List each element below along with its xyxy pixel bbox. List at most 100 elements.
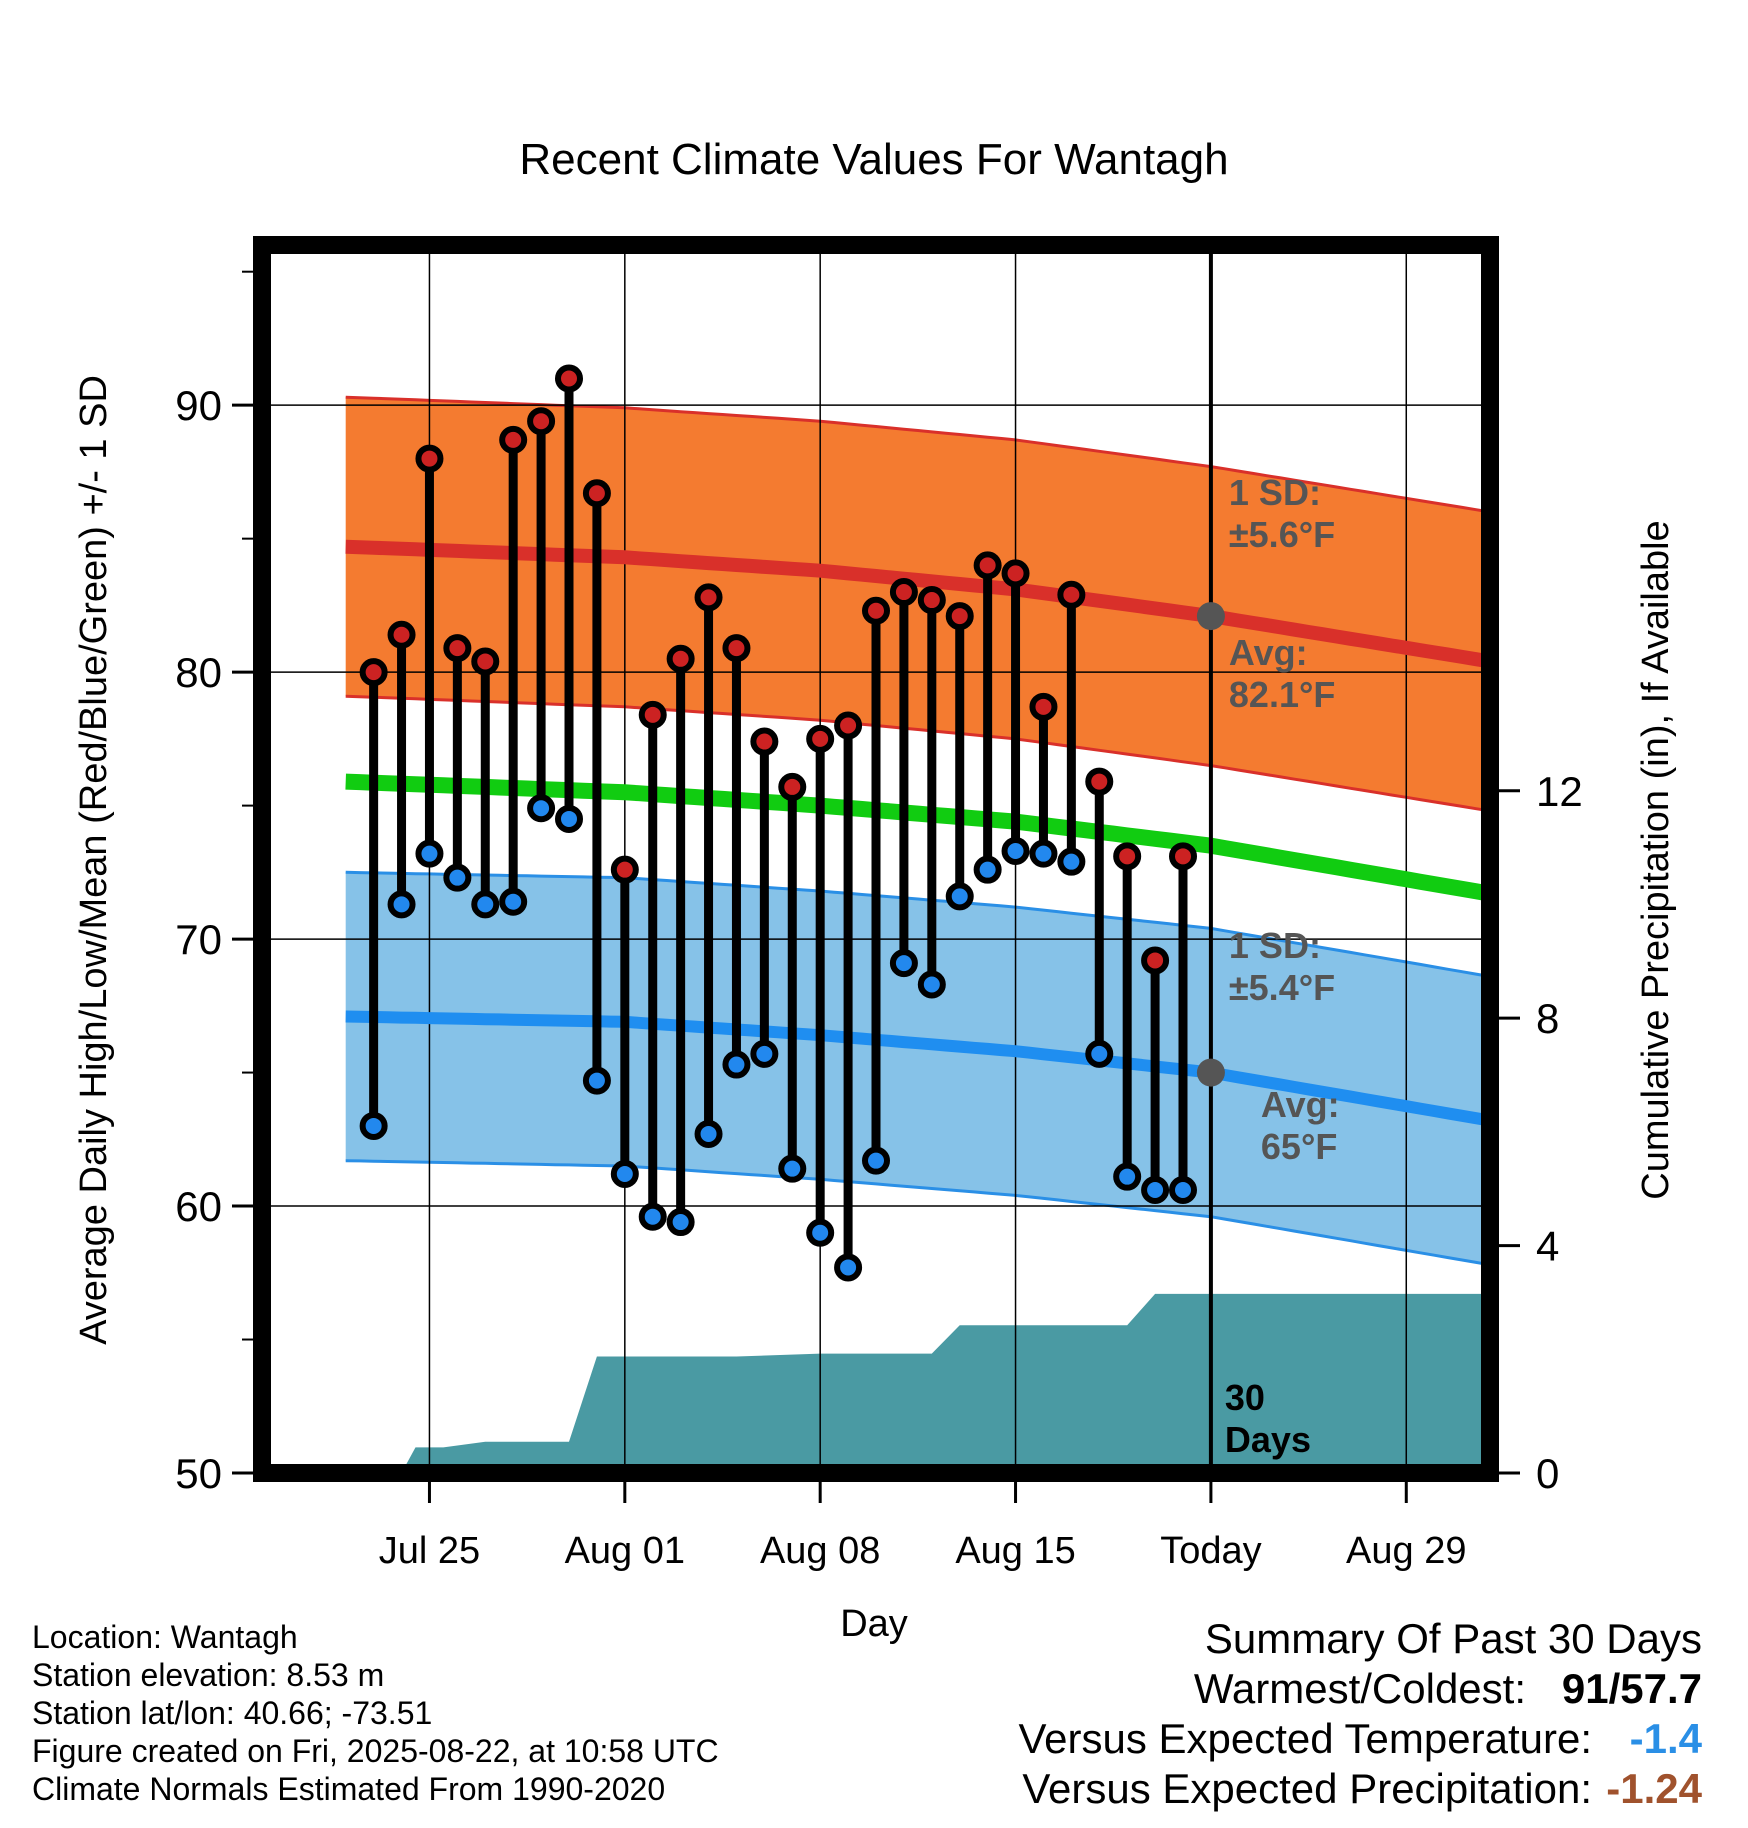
y-axis-right-label: Cumulative Precipitation (in), If Availa…: [1635, 520, 1677, 1199]
y-axis-left-label: Average Daily High/Low/Mean (Red/Blue/Gr…: [73, 375, 115, 1345]
high-point: [527, 407, 556, 436]
y-tick-right-4: 4: [1536, 1223, 1559, 1270]
summary-precip-row: Versus Expected Precipitation: -1.24: [900, 1764, 1702, 1814]
high-sd-band-fill: [345, 397, 1491, 811]
summary-panel: Summary Of Past 30 Days Warmest/Coldest:…: [900, 1614, 1702, 1814]
high-point: [638, 700, 667, 729]
warmest-value: 91: [1561, 1665, 1609, 1712]
low-sd-label-line-1: 1 SD:: [1229, 925, 1321, 966]
y-tick-left-60: 60: [175, 1183, 222, 1230]
high-avg-label-line-2: 82.1°F: [1229, 674, 1335, 715]
high-point: [610, 855, 639, 884]
high-point: [750, 727, 779, 756]
x-tick-jul-25: Jul 25: [379, 1530, 480, 1572]
normal-high-line: [345, 539, 1492, 669]
coldest-value: 57.7: [1620, 1665, 1702, 1712]
low-point: [806, 1218, 835, 1247]
low-point: [471, 890, 500, 919]
high-point: [582, 479, 611, 508]
x-tick-aug-15: Aug 15: [955, 1530, 1075, 1572]
high-point: [555, 364, 583, 393]
y-tick-left-70: 70: [175, 916, 222, 963]
created-text: Figure created on Fri, 2025-08-22, at 10…: [32, 1733, 719, 1769]
low-point: [638, 1202, 667, 1231]
elevation-text: Station elevation: 8.53 m: [32, 1657, 385, 1693]
summary-title: Summary Of Past 30 Days: [1204, 1615, 1702, 1662]
high-point: [694, 583, 723, 612]
low-point: [1169, 1176, 1197, 1205]
high-point: [917, 586, 946, 615]
x-tick-aug-08: Aug 08: [760, 1530, 880, 1572]
period-label-line-1: 30: [1225, 1377, 1265, 1418]
low-avg-label-line-2: 65°F: [1261, 1126, 1337, 1167]
precip-label: Versus Expected Precipitation:: [1022, 1765, 1592, 1812]
low-avg-label-line-1: Avg:: [1261, 1084, 1340, 1125]
high-point: [1057, 580, 1086, 609]
low-point: [750, 1039, 779, 1068]
low-sd-label-line-2: ±5.4°F: [1229, 967, 1335, 1008]
high-point: [666, 644, 695, 673]
y-tick-right-8: 8: [1536, 995, 1559, 1042]
high-point: [1085, 767, 1114, 796]
low-point: [1029, 839, 1058, 868]
high-sd-band-lower-edge: [345, 694, 1491, 813]
x-axis-label: Day: [840, 1603, 908, 1645]
low-point: [443, 863, 472, 892]
high-point: [806, 724, 835, 753]
high-point: [834, 711, 863, 740]
low-point: [666, 1208, 695, 1237]
low-sd-band-lower-edge: [345, 1159, 1491, 1267]
high-point: [1169, 842, 1197, 871]
precip-area: [345, 1293, 1491, 1473]
high-point: [359, 658, 388, 687]
low-sd-band-fill: [345, 872, 1491, 1265]
summary-warmest-row: Warmest/Coldest: 91/57.7: [900, 1664, 1702, 1714]
high-point: [471, 647, 500, 676]
today-high-marker: [1196, 602, 1225, 631]
high-point: [722, 634, 751, 663]
y-tick-left-80: 80: [175, 649, 222, 696]
period-label-line-2: Days: [1225, 1419, 1311, 1460]
low-point: [973, 855, 1002, 884]
low-point: [527, 794, 556, 823]
y-tick-right-0: 0: [1536, 1450, 1559, 1497]
x-tick-aug-01: Aug 01: [565, 1530, 685, 1572]
high-point: [443, 634, 472, 663]
summary-temp-row: Versus Expected Temperature: -1.4: [900, 1714, 1702, 1764]
y-tick-left-90: 90: [175, 382, 222, 429]
x-tick-aug-29: Aug 29: [1346, 1530, 1466, 1572]
high-point: [1029, 692, 1058, 721]
low-point: [499, 887, 528, 916]
low-point: [555, 804, 583, 833]
low-point: [359, 1111, 388, 1140]
high-point: [387, 620, 416, 649]
low-point: [694, 1119, 723, 1148]
chart-title: Recent Climate Values For Wantagh: [519, 135, 1228, 184]
high-point: [889, 578, 918, 607]
high-point: [1001, 559, 1030, 588]
high-point: [973, 551, 1002, 580]
high-point: [499, 425, 528, 454]
low-point: [722, 1050, 751, 1079]
value-separator: /: [1608, 1665, 1621, 1712]
latlon-text: Station lat/lon: 40.66; -73.51: [32, 1695, 433, 1731]
high-avg-label-line-1: Avg:: [1229, 632, 1308, 673]
low-point: [889, 949, 918, 978]
x-tick-today: Today: [1160, 1530, 1261, 1572]
normal-mean-line: [345, 773, 1492, 902]
low-point: [415, 839, 444, 868]
low-point: [862, 1146, 890, 1175]
low-point: [387, 890, 416, 919]
precip-value: -1.24: [1606, 1765, 1702, 1812]
high-point: [862, 596, 890, 625]
low-point: [778, 1154, 807, 1183]
location-text: Location: Wantagh: [32, 1619, 298, 1655]
high-sd-label-line-2: ±5.6°F: [1229, 514, 1335, 555]
high-point: [1141, 946, 1170, 975]
warmest-coldest-value: 91/57.7: [1526, 1664, 1702, 1714]
normals-text: Climate Normals Estimated From 1990-2020: [32, 1771, 666, 1807]
today-low-marker: [1196, 1058, 1225, 1087]
y-tick-left-50: 50: [175, 1450, 222, 1497]
low-point: [1001, 836, 1030, 865]
high-point: [1113, 842, 1142, 871]
